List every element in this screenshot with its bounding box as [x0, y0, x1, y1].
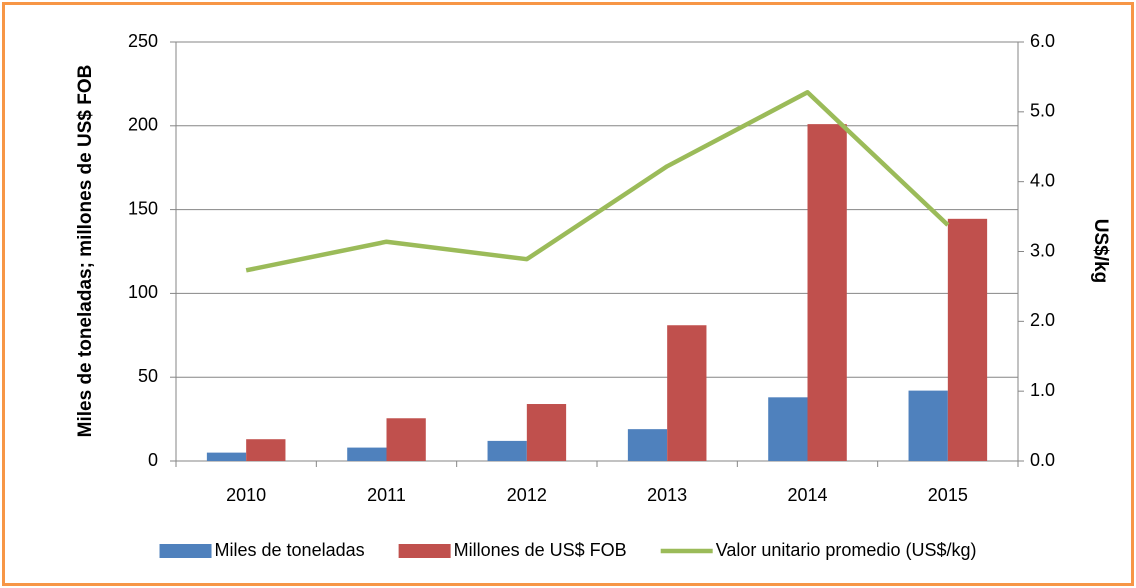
- bar: [627, 429, 668, 461]
- x-tick-label: 2011: [367, 485, 406, 505]
- bar: [667, 325, 707, 461]
- legend-label: Millones de US$ FOB: [454, 540, 627, 560]
- legend-label: Miles de toneladas: [215, 540, 365, 560]
- y-tick-label: 200: [128, 115, 158, 135]
- y2-tick-label: 0.0: [1030, 450, 1055, 470]
- y-tick-label: 100: [128, 282, 158, 302]
- bar: [246, 439, 286, 461]
- y-tick-label: 150: [128, 198, 158, 218]
- x-tick-label: 2012: [507, 485, 547, 505]
- x-tick-label: 2013: [647, 485, 687, 505]
- bar: [768, 397, 808, 461]
- y2-tick-label: 1.0: [1030, 380, 1055, 400]
- y2-tick-label: 6.0: [1030, 31, 1055, 51]
- y-tick-label: 250: [128, 31, 158, 51]
- x-tick-label: 2015: [928, 485, 968, 505]
- legend-label: Valor unitario promedio (US$/kg): [716, 540, 977, 560]
- y2-tick-label: 2.0: [1030, 310, 1055, 330]
- y2-tick-label: 5.0: [1030, 101, 1055, 121]
- bar: [807, 124, 847, 462]
- y-tick-label: 0: [148, 450, 158, 470]
- bar: [526, 404, 567, 461]
- bar: [487, 440, 527, 461]
- line: [245, 90, 950, 273]
- y-tick-label: 50: [138, 366, 158, 386]
- legend-swatch: [159, 544, 212, 558]
- legend-swatch: [398, 544, 451, 558]
- bar: [386, 418, 426, 461]
- y2-tick-label: 3.0: [1030, 240, 1055, 260]
- y2-axis-label: US$/kg: [1090, 219, 1111, 283]
- x-tick-label: 2010: [226, 485, 266, 505]
- y2-tick-label: 4.0: [1030, 170, 1055, 190]
- bar: [947, 218, 988, 461]
- bar: [206, 452, 247, 461]
- bar: [908, 390, 948, 461]
- x-tick-label: 2014: [787, 485, 827, 505]
- bar: [347, 447, 387, 461]
